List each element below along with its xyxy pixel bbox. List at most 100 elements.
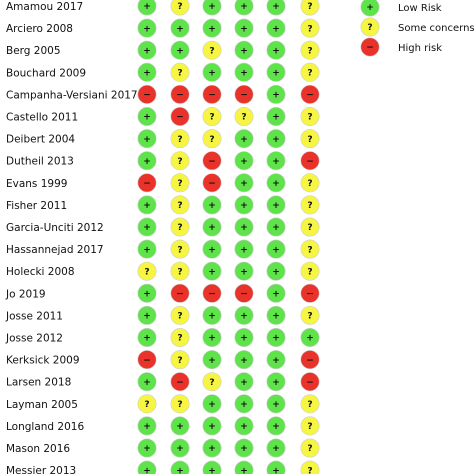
risk-dot: + [202,438,222,458]
risk-dot-circle [266,40,286,60]
risk-dot-symbol: + [240,46,248,56]
risk-dot-symbol: − [306,378,314,388]
risk-dot: + [202,350,222,370]
risk-dot-circle [266,0,286,16]
risk-dot-circle [202,40,222,60]
risk-dot-circle [234,394,254,414]
risk-dot: + [234,173,254,193]
risk-dot-symbol: + [306,334,314,344]
risk-dot: + [202,0,222,16]
legend-dot-high: − [360,37,380,57]
risk-dot-symbol: ? [144,400,149,410]
risk-dot-circle [137,18,157,38]
risk-dot-symbol: − [176,378,184,388]
risk-dot-symbol: + [272,422,280,432]
risk-dot-circle [300,305,320,325]
risk-dot: + [266,327,286,347]
risk-dot-symbol: + [208,400,216,410]
risk-dot-symbol: ? [209,113,214,123]
risk-dot-circle [137,394,157,414]
risk-dot-circle [170,0,190,16]
study-label: Fisher 2011 [6,200,67,212]
risk-dot-symbol: − [306,356,314,366]
study-label: Deibert 2004 [6,134,75,146]
risk-dot-symbol: + [272,245,280,255]
risk-dot: + [137,305,157,325]
risk-dot-circle [300,416,320,436]
risk-dot: + [234,239,254,259]
risk-dot-circle [202,129,222,149]
risk-dot-symbol: + [176,24,184,34]
risk-dot-symbol: + [143,290,151,300]
risk-dot: + [266,372,286,392]
risk-dot: + [234,18,254,38]
study-label: Mason 2016 [6,443,70,455]
risk-dot-symbol: + [208,312,216,322]
risk-dot-circle [202,283,222,303]
risk-dot-symbol: − [143,179,151,189]
study-label: Kerksick 2009 [6,355,80,367]
risk-dot: ? [300,107,320,127]
risk-dot-symbol: ? [307,113,312,123]
risk-dot-symbol: + [208,356,216,366]
risk-dot-symbol: ? [144,267,149,277]
risk-dot: + [266,107,286,127]
risk-dot-symbol: + [240,400,248,410]
risk-dot: + [266,394,286,414]
risk-dot-circle [266,283,286,303]
risk-dot-symbol: ? [177,135,182,145]
risk-dot-circle [234,62,254,82]
risk-dot-symbol: + [272,135,280,145]
risk-dot-symbol: ? [367,23,372,33]
risk-dot-symbol: ? [241,113,246,123]
risk-dot-symbol: + [272,113,280,123]
risk-dot: + [202,18,222,38]
risk-dot: ? [170,239,190,259]
risk-dot-circle [360,37,380,57]
risk-dot-symbol: + [208,223,216,233]
risk-dot: + [266,460,286,474]
risk-dot-symbol: ? [307,466,312,474]
risk-dot: ? [300,460,320,474]
risk-dot-symbol: + [176,422,184,432]
risk-dot-symbol: + [272,46,280,56]
risk-dot: + [170,416,190,436]
risk-dot-circle [234,173,254,193]
risk-dot-circle [202,416,222,436]
risk-dot-symbol: ? [177,400,182,410]
risk-dot-symbol: ? [307,135,312,145]
risk-dot: ? [170,327,190,347]
risk-dot: − [170,283,190,303]
risk-dot: ? [170,129,190,149]
risk-dot-circle [170,372,190,392]
study-label: Berg 2005 [6,45,61,57]
risk-dot: ? [300,173,320,193]
risk-dot: ? [300,239,320,259]
risk-dot: ? [202,129,222,149]
risk-dot-circle [300,261,320,281]
risk-dot-symbol: + [143,378,151,388]
risk-dot-circle [137,40,157,60]
risk-dot-symbol: + [208,69,216,79]
risk-dot: + [137,40,157,60]
risk-dot-symbol: ? [209,378,214,388]
risk-dot: ? [170,173,190,193]
risk-dot-circle [170,151,190,171]
risk-dot-circle [170,394,190,414]
risk-dot-circle [234,283,254,303]
risk-dot-symbol: + [240,179,248,189]
study-label: Castello 2011 [6,112,78,124]
risk-dot-symbol: − [176,290,184,300]
risk-dot: − [300,151,320,171]
risk-dot: + [266,0,286,16]
risk-dot-symbol: ? [307,46,312,56]
risk-dot-symbol: + [272,223,280,233]
risk-dot-symbol: + [240,223,248,233]
risk-dot: + [266,350,286,370]
risk-dot: ? [300,305,320,325]
risk-dot-circle [266,195,286,215]
risk-dot-circle [202,0,222,16]
risk-dot: − [170,84,190,104]
risk-dot-symbol: + [272,2,280,12]
risk-dot-circle [234,151,254,171]
